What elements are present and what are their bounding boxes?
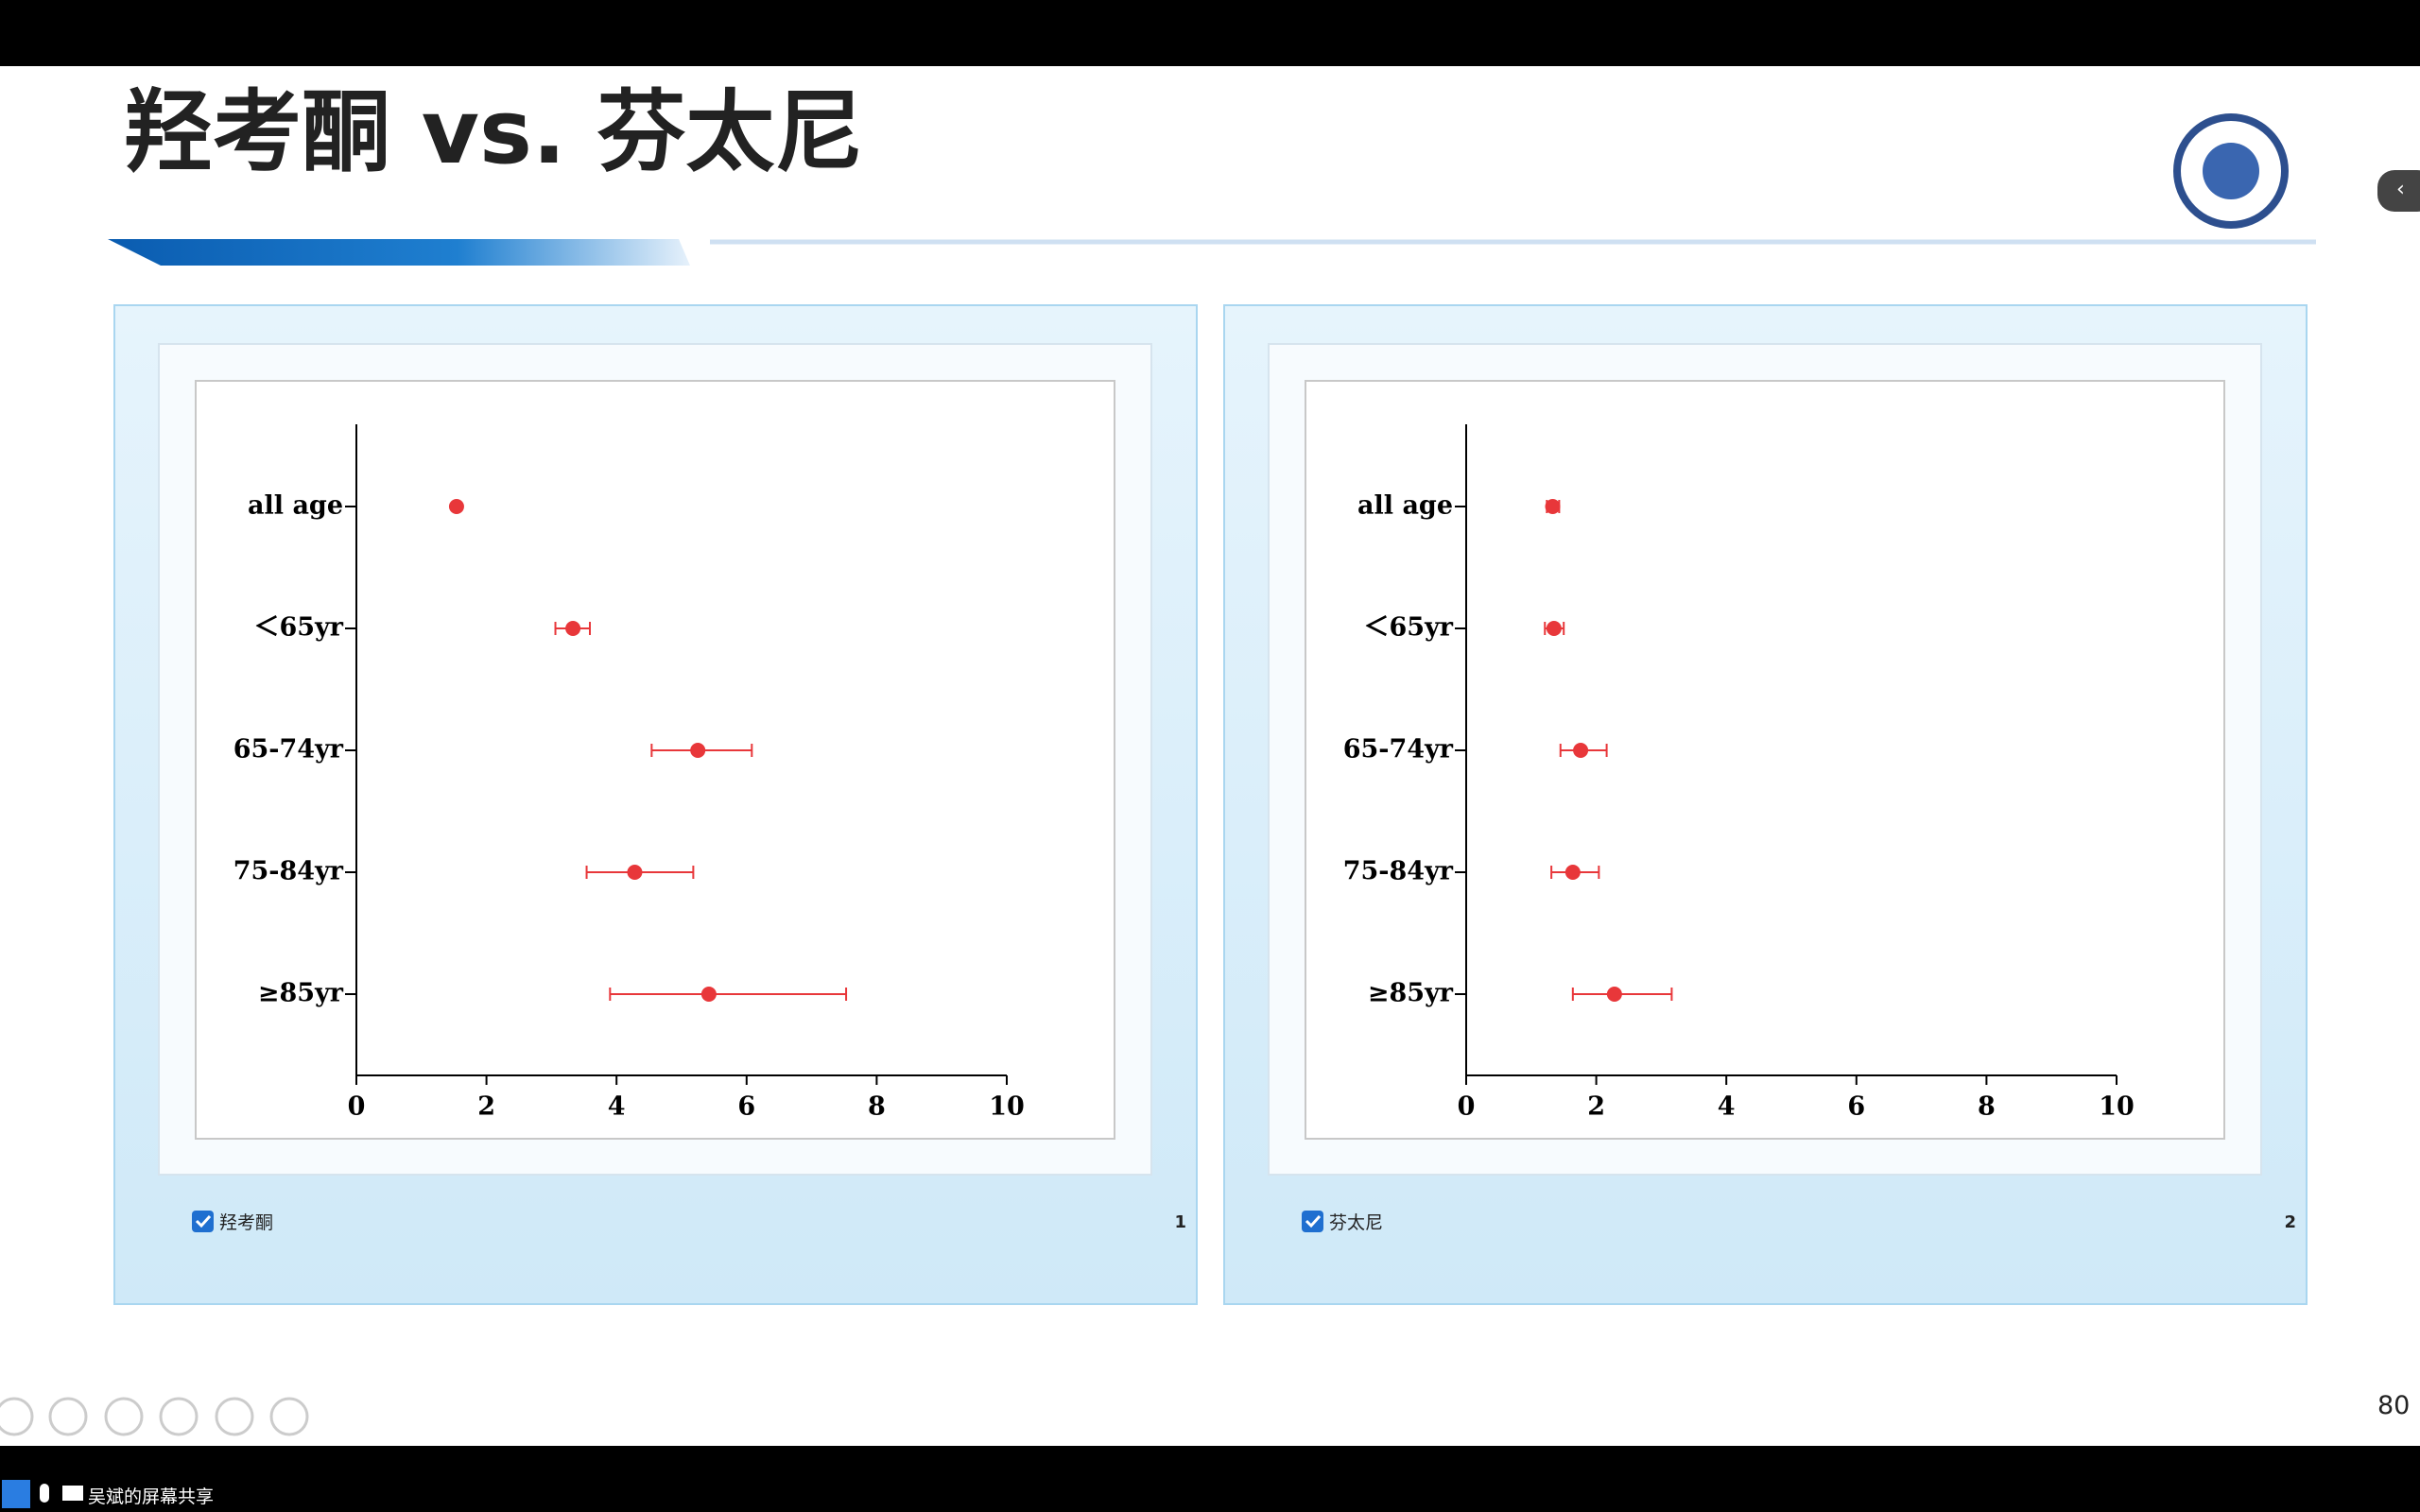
panel-label: 羟考酮 bbox=[219, 1212, 273, 1233]
more-button[interactable] bbox=[269, 1397, 309, 1436]
side-tab-icon[interactable]: ‹ bbox=[2396, 178, 2405, 201]
point bbox=[1606, 987, 1622, 1002]
panel-number: 2 bbox=[2284, 1212, 2296, 1232]
y-tick-label: 75-84yr bbox=[233, 857, 344, 886]
panel-label: 芬太尼 bbox=[1329, 1212, 1383, 1233]
pen-button[interactable] bbox=[104, 1397, 144, 1436]
slide-title: 羟考酮 vs. 芬太尼 bbox=[124, 81, 863, 184]
point bbox=[448, 499, 464, 514]
next-button[interactable] bbox=[48, 1397, 88, 1436]
checkmark[interactable] bbox=[1305, 1214, 1322, 1228]
chart: 0 2 4 6 8 10 all age ＜65yr 65-74yr 75-84yr ≥85yr bbox=[1343, 424, 2135, 1122]
user-icon[interactable] bbox=[2, 1480, 30, 1508]
prev-button[interactable] bbox=[0, 1397, 34, 1436]
x-tick-label: 2 bbox=[1587, 1092, 1605, 1122]
x-tick-label: 6 bbox=[737, 1092, 755, 1122]
y-tick-label: 65-74yr bbox=[233, 735, 344, 765]
point bbox=[690, 743, 706, 758]
point bbox=[1546, 621, 1562, 636]
point bbox=[1545, 499, 1561, 514]
share-text: 吴斌的屏幕共享 bbox=[88, 1486, 214, 1507]
y-tick-label: ≥85yr bbox=[258, 979, 344, 1008]
title-bar bbox=[108, 239, 690, 266]
slides-button[interactable] bbox=[159, 1397, 199, 1436]
x-tick-label: 8 bbox=[868, 1092, 886, 1122]
checkmark[interactable] bbox=[195, 1214, 212, 1228]
toolbar bbox=[0, 1397, 309, 1436]
chart: 0 2 4 6 8 10 all age ＜65yr 65-74yr 75-84yr ≥85yr bbox=[233, 424, 1025, 1122]
x-tick-label: 4 bbox=[608, 1092, 626, 1122]
point bbox=[700, 987, 717, 1002]
point bbox=[627, 865, 643, 880]
y-tick-label: ＜65yr bbox=[254, 613, 344, 643]
x-tick-label: 10 bbox=[989, 1092, 1025, 1122]
x-tick-label: 2 bbox=[477, 1092, 495, 1122]
zoom-button[interactable] bbox=[215, 1397, 254, 1436]
x-tick-label: 8 bbox=[1978, 1092, 1996, 1122]
y-tick-label: ≥85yr bbox=[1368, 979, 1454, 1008]
mic-icon[interactable] bbox=[40, 1484, 49, 1503]
y-tick-label: 65-74yr bbox=[1343, 735, 1454, 765]
x-tick-label: 10 bbox=[2099, 1092, 2135, 1122]
checkbox[interactable] bbox=[192, 1211, 214, 1232]
x-tick-label: 4 bbox=[1718, 1092, 1736, 1122]
taskbar bbox=[0, 1446, 2420, 1512]
x-tick-label: 0 bbox=[1458, 1092, 1476, 1122]
y-tick-label: all age bbox=[1357, 491, 1453, 521]
point bbox=[1564, 865, 1581, 880]
screen-icon[interactable] bbox=[62, 1486, 83, 1501]
checkbox[interactable] bbox=[1302, 1211, 1323, 1232]
y-tick-label: 75-84yr bbox=[1343, 857, 1454, 886]
point bbox=[565, 621, 581, 636]
side-tab[interactable] bbox=[2377, 170, 2420, 212]
x-tick-label: 0 bbox=[348, 1092, 366, 1122]
x-tick-label: 6 bbox=[1847, 1092, 1865, 1122]
page-number: 80 bbox=[2377, 1391, 2410, 1420]
top-bar bbox=[0, 0, 2420, 66]
y-tick-label: ＜65yr bbox=[1364, 613, 1454, 643]
logo-inner bbox=[2203, 143, 2259, 199]
y-tick-label: all age bbox=[248, 491, 343, 521]
panel-number: 1 bbox=[1174, 1212, 1186, 1232]
point bbox=[1573, 743, 1589, 758]
